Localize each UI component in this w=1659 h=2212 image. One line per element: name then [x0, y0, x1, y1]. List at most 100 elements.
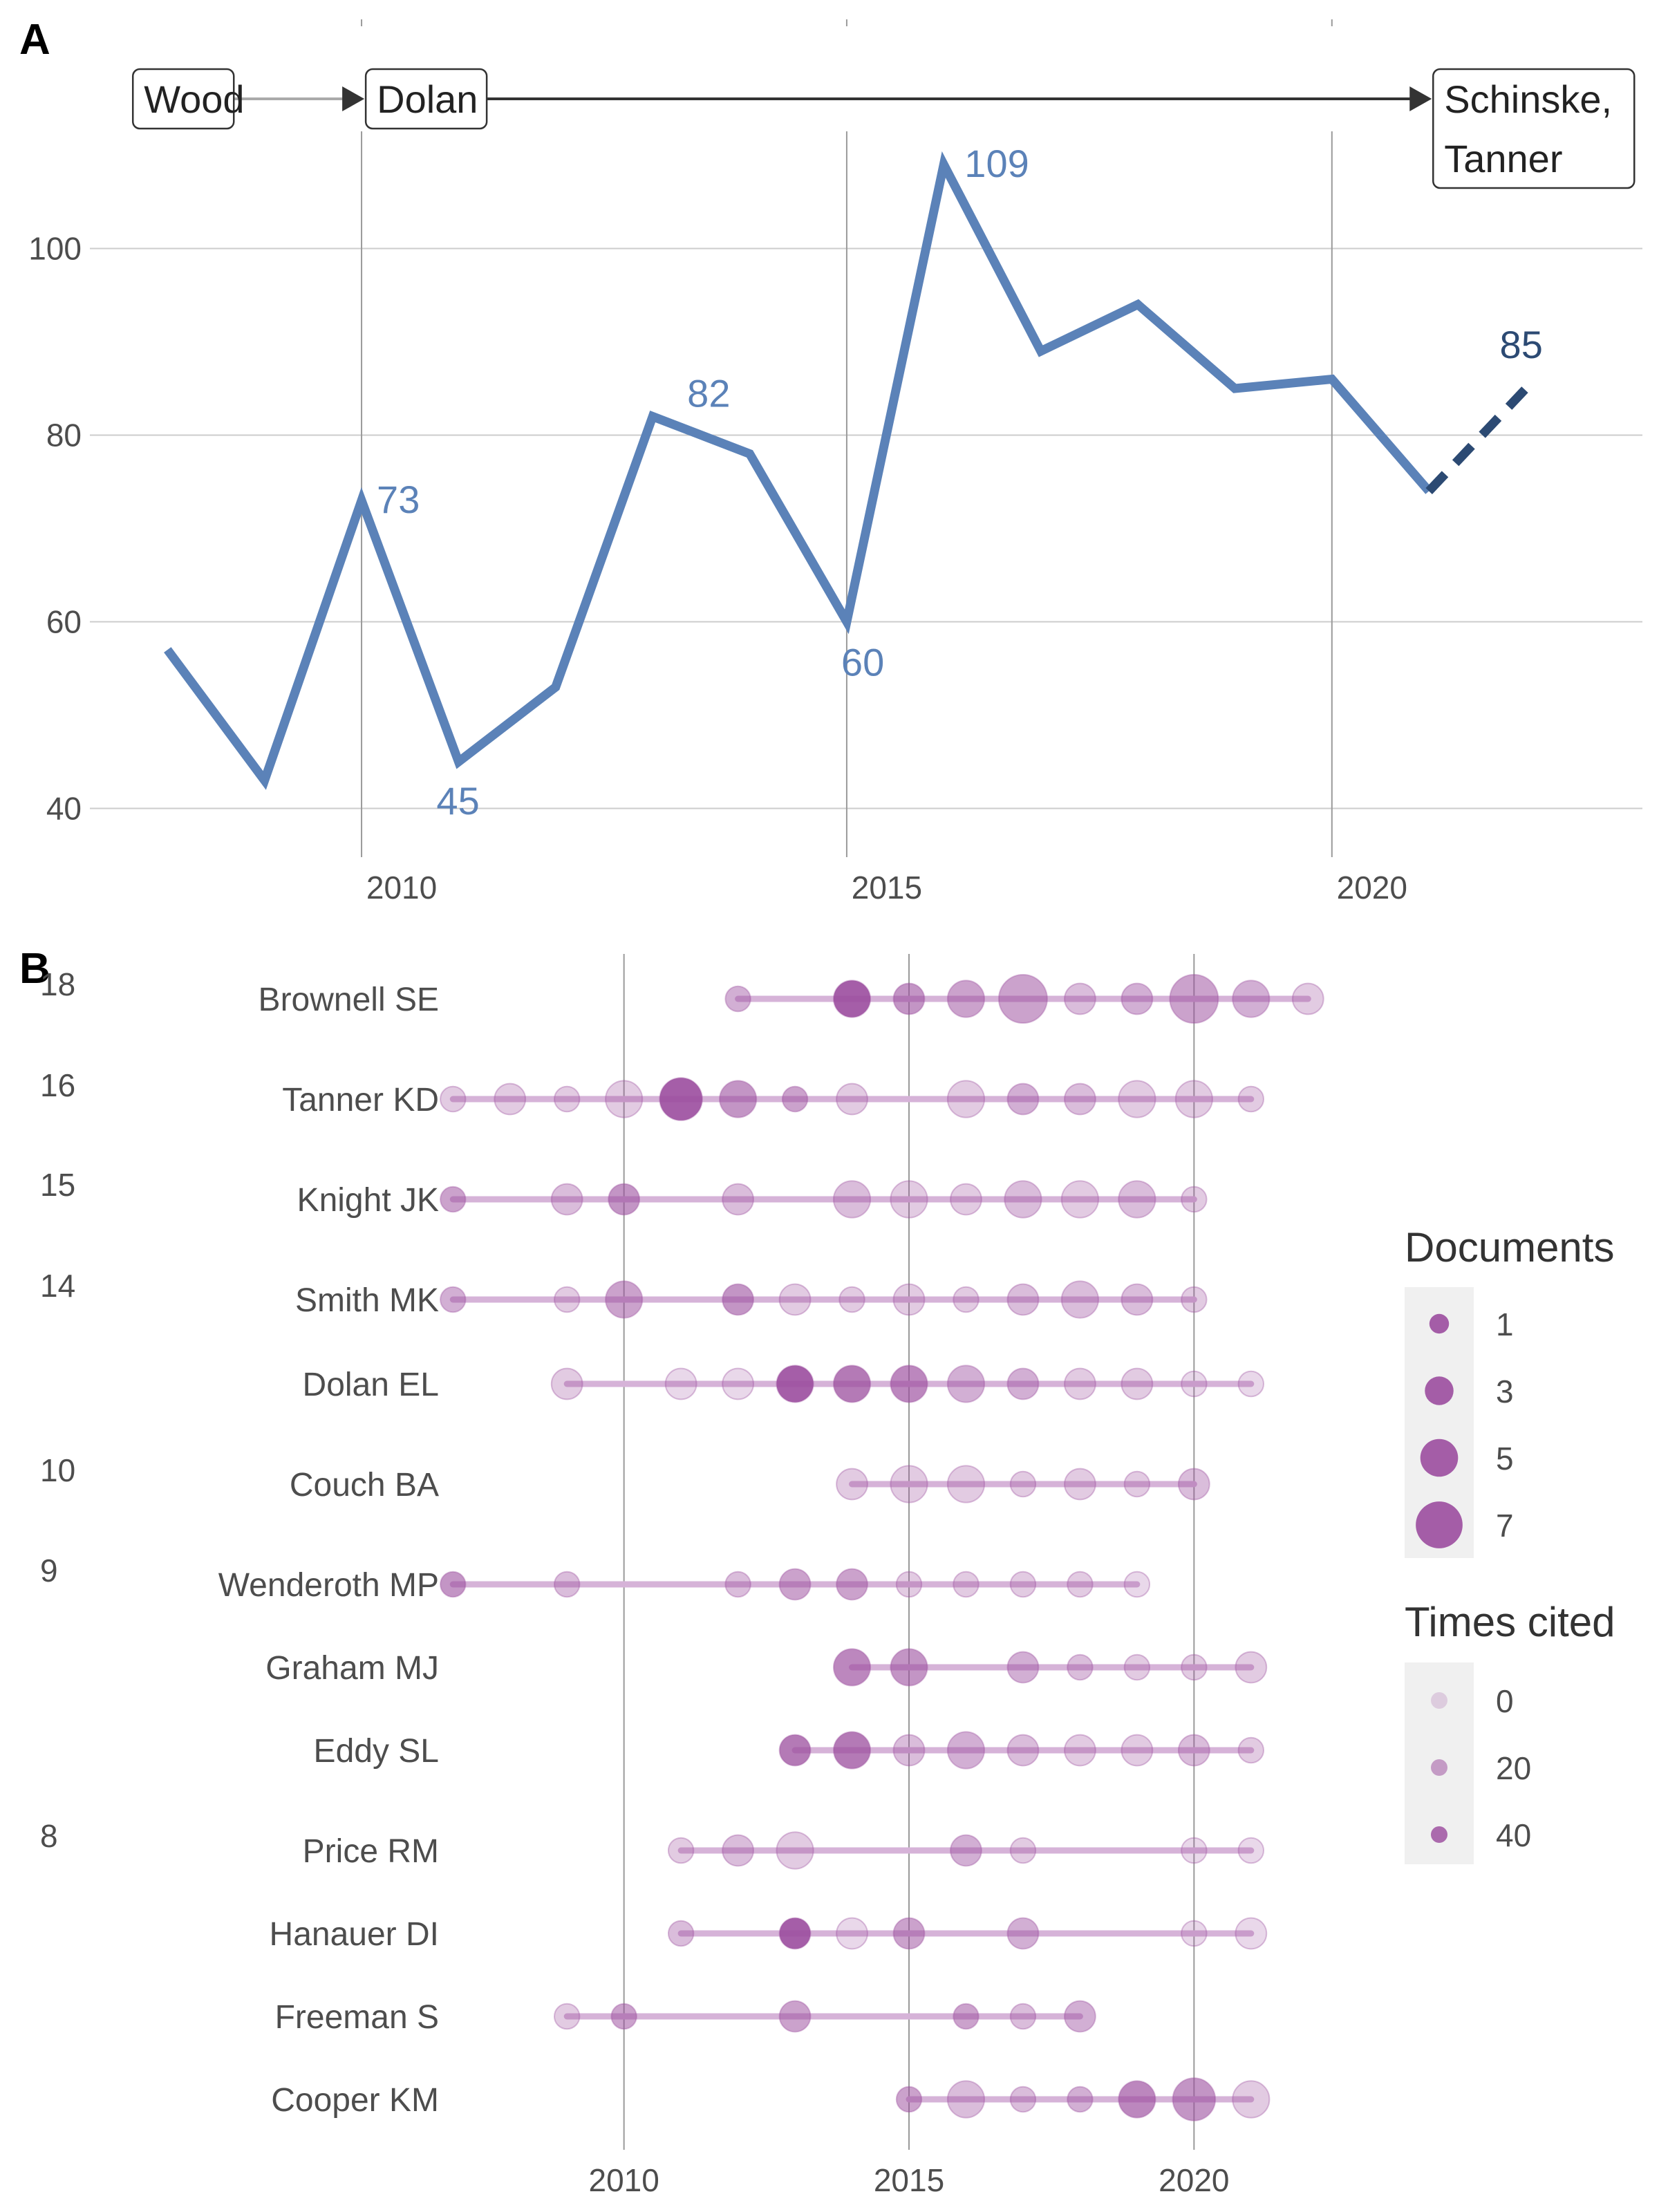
author-year-point	[1121, 982, 1154, 1015]
author-year-point	[895, 2086, 923, 2113]
legend-documents-swatch	[1420, 1438, 1459, 1477]
author-year-point	[1181, 1185, 1208, 1213]
legend-documents-label: 5	[1496, 1441, 1514, 1477]
author-year-point	[724, 1571, 751, 1598]
legend-documents-label: 3	[1496, 1374, 1514, 1409]
author-year-point	[1009, 2086, 1037, 2113]
author-year-point	[667, 1920, 695, 1947]
author-year-point	[1123, 1470, 1151, 1498]
author-year-point	[1291, 982, 1324, 1015]
arrow-head-icon	[1409, 86, 1432, 111]
author-year-point	[781, 1085, 809, 1113]
author-year-point	[832, 980, 872, 1018]
author-year-point	[1006, 1651, 1040, 1684]
author-year-point	[1009, 1571, 1037, 1598]
author-year-point	[997, 974, 1048, 1024]
author-year-point	[1004, 1180, 1042, 1219]
author-year-point	[1006, 1082, 1040, 1116]
author-count-label: 9	[40, 1553, 58, 1588]
author-year-point	[1067, 1571, 1094, 1598]
annotation-box	[131, 68, 235, 130]
author-year-point	[953, 2003, 980, 2030]
author-year-point	[722, 1283, 754, 1316]
author-year-point	[836, 1568, 868, 1601]
author-year-point	[553, 2003, 581, 2030]
author-year-point	[1009, 1470, 1037, 1498]
author-year-point	[892, 982, 926, 1015]
author-year-point	[1237, 1085, 1265, 1113]
author-year-point	[1174, 1080, 1213, 1118]
annotation-text: Schinske,	[1444, 77, 1612, 121]
author-year-point	[667, 1837, 695, 1864]
author-year-point	[1235, 1651, 1268, 1684]
author-year-point	[1237, 1837, 1265, 1864]
author-year-point	[608, 1183, 641, 1216]
author-label: Cooper KM	[271, 2082, 439, 2119]
author-year-point	[610, 2003, 637, 2030]
author-year-point	[722, 1367, 754, 1400]
legend-cited-label: 20	[1496, 1750, 1531, 1786]
author-year-point	[1232, 980, 1271, 1018]
author-year-point	[724, 985, 751, 1013]
legend-cited-swatch	[1431, 1826, 1447, 1843]
author-year-point	[778, 1917, 812, 1950]
author-year-point	[892, 1734, 926, 1767]
series-line	[164, 151, 1433, 790]
author-label: Smith MK	[295, 1282, 439, 1319]
author-year-point	[1118, 1080, 1156, 1118]
author-year-point	[1064, 1468, 1096, 1501]
author-count-label: 10	[40, 1452, 75, 1488]
author-count-label: 14	[40, 1268, 75, 1304]
author-year-point	[895, 1571, 923, 1598]
author-label: Couch BA	[290, 1467, 439, 1503]
author-year-point	[605, 1280, 644, 1319]
legend-documents-swatch	[1416, 1501, 1463, 1548]
annotation-text: Dolan	[377, 77, 478, 121]
author-year-point	[1123, 1571, 1151, 1598]
author-year-point	[946, 1365, 986, 1403]
legend-documents-swatch	[1429, 1313, 1450, 1334]
author-label: Freeman S	[275, 1999, 439, 2036]
author-label: Hanauer DI	[270, 1916, 439, 1953]
author-year-point	[494, 1082, 527, 1116]
author-year-point	[1181, 1370, 1208, 1398]
author-year-point	[953, 1286, 980, 1313]
author-year-point	[1060, 1280, 1100, 1319]
author-count-label: 15	[40, 1167, 75, 1203]
x-tick-label: 2010	[588, 2162, 659, 2198]
timeline-line-chart: 40 60 80 100 2010 2015 2020 Wood Dolan Schinske, T…	[28, 19, 1642, 906]
author-year-point	[890, 1465, 928, 1503]
author-label: Tanner KD	[282, 1082, 439, 1118]
point-label: 45	[436, 779, 479, 823]
point-label: 109	[964, 142, 1029, 185]
author-year-point	[778, 1734, 812, 1767]
author-year-point	[722, 1183, 754, 1216]
point-label: 73	[377, 478, 420, 521]
author-year-point	[1181, 1653, 1208, 1681]
author-year-point	[1235, 1917, 1268, 1950]
author-year-point	[1067, 2086, 1094, 2113]
author-year-point	[838, 1286, 865, 1313]
y-tick-label: 100	[28, 231, 82, 267]
annotation-text: Wood	[144, 77, 244, 121]
author-year-point	[890, 1365, 928, 1403]
author-year-point	[832, 1180, 872, 1219]
author-year-point	[550, 1183, 583, 1216]
author-year-point	[832, 1365, 872, 1403]
author-count-label: 8	[40, 1818, 58, 1854]
author-year-point	[890, 1180, 928, 1219]
author-year-point	[836, 1082, 868, 1116]
author-year-point	[1123, 1653, 1151, 1681]
legend-cited-swatch	[1431, 1692, 1447, 1709]
author-label: Graham MJ	[265, 1650, 439, 1687]
author-year-point	[950, 1834, 982, 1867]
author-label: Brownell SE	[259, 982, 439, 1018]
y-tick-label: 80	[46, 418, 82, 453]
author-year-point	[718, 1080, 758, 1118]
legend-cited-label: 0	[1496, 1683, 1514, 1719]
author-year-point	[440, 1286, 467, 1313]
author-year-point	[778, 1283, 812, 1316]
author-count-label: 18	[40, 966, 75, 1002]
legend-documents-title: Documents	[1405, 1224, 1614, 1271]
